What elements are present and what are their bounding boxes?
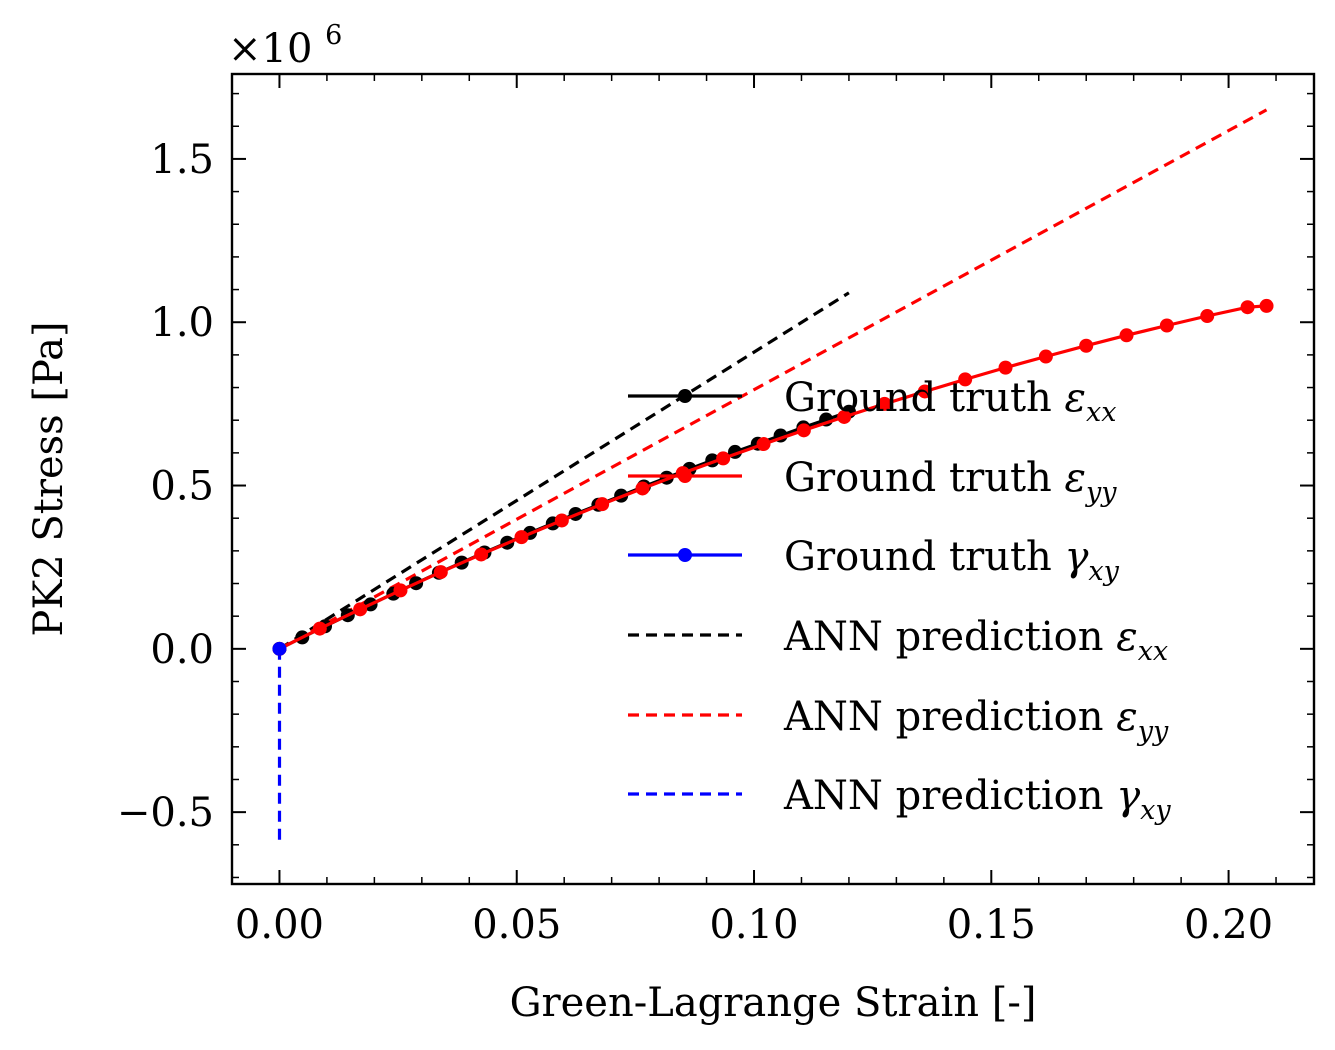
series-4 — [278, 108, 1268, 651]
data-point — [393, 583, 408, 598]
legend-label: ANN prediction γxy — [783, 773, 1171, 826]
legend-label-symbol: ε — [1065, 455, 1086, 501]
series-1 — [272, 298, 1274, 656]
legend-label: Ground truth εyy — [784, 455, 1117, 508]
data-point — [1079, 338, 1094, 353]
x-axis-label: Green-Lagrange Strain [-] — [510, 980, 1037, 1026]
legend-label-main: ANN prediction — [783, 773, 1116, 819]
legend-label: ANN prediction εxx — [783, 614, 1168, 667]
y-multiplier-label: ×10 6 — [228, 20, 342, 72]
x-tick-label: 0.10 — [709, 902, 798, 948]
legend-item: Ground truth εxx — [628, 375, 1116, 428]
legend-marker — [678, 389, 692, 403]
series-2 — [272, 641, 287, 656]
data-point — [312, 621, 327, 636]
legend-label-main: Ground truth — [784, 375, 1065, 421]
y-multiplier-exponent: 6 — [325, 20, 342, 51]
y-tick-label: 1.0 — [150, 300, 214, 346]
data-point — [917, 384, 932, 399]
data-point — [716, 451, 731, 466]
data-point — [1119, 328, 1134, 343]
data-point — [595, 497, 610, 512]
legend-label-symbol: ε — [1065, 375, 1086, 421]
y-tick-label: 0.0 — [150, 627, 214, 673]
legend-label: Ground truth εxx — [784, 375, 1116, 428]
legend-label-subscript: xy — [1088, 556, 1119, 587]
data-point — [474, 547, 489, 562]
legend-label-subscript: xy — [1140, 795, 1171, 826]
x-tick-label: 0.05 — [472, 902, 561, 948]
legend-label-subscript: xx — [1086, 397, 1116, 428]
plot-frame — [230, 72, 1316, 886]
data-point — [514, 530, 529, 545]
series-line — [278, 304, 1267, 651]
data-point — [635, 481, 650, 496]
legend-label-main: ANN prediction — [783, 614, 1116, 660]
legend-item: ANN prediction γxy — [628, 773, 1171, 826]
x-tick-label: 0.00 — [235, 902, 324, 948]
legend-item: ANN prediction εyy — [628, 694, 1169, 747]
data-point — [1240, 300, 1255, 315]
data-point — [998, 360, 1013, 375]
data-point — [353, 602, 368, 617]
series-3 — [278, 291, 850, 651]
legend-label-main: Ground truth — [784, 534, 1065, 580]
legend-label-subscript: xx — [1138, 636, 1168, 667]
data-point — [272, 641, 287, 656]
y-tick-label: 0.5 — [150, 464, 214, 510]
data-point — [756, 437, 771, 452]
legend-item: Ground truth γxy — [628, 534, 1120, 587]
legend-label-subscript: yy — [1085, 477, 1117, 508]
legend-label-symbol: ε — [1116, 614, 1137, 660]
y-multiplier-base: ×10 — [228, 26, 312, 72]
data-point — [837, 409, 852, 424]
data-point — [1259, 298, 1274, 313]
series-line-dashed — [278, 291, 850, 651]
x-tick-label: 0.15 — [947, 902, 1036, 948]
series-line-dashed — [278, 108, 1268, 651]
legend-label-subscript: yy — [1137, 716, 1169, 747]
legend-label: Ground truth γxy — [784, 534, 1120, 587]
legend-label-symbol: γ — [1116, 773, 1140, 819]
y-tick-label: −0.5 — [117, 790, 214, 836]
data-point — [796, 423, 811, 438]
data-point — [1038, 349, 1053, 364]
y-tick-label: 1.5 — [150, 137, 214, 183]
ticks-layer: 0.00 0.05 0.10 0.15 0.20 −0.5 0.0 0.5 1.0 1.5 — [117, 74, 1314, 948]
legend-label-symbol: ε — [1116, 694, 1137, 740]
series-layer — [272, 108, 1274, 845]
data-point — [433, 565, 448, 580]
data-point — [554, 513, 569, 528]
legend-marker — [678, 469, 692, 483]
data-point — [877, 396, 892, 411]
legend-label: ANN prediction εyy — [783, 694, 1169, 747]
x-tick-label: 0.20 — [1184, 902, 1273, 948]
legend-label-main: Ground truth — [784, 455, 1065, 501]
legend-item: ANN prediction εxx — [628, 614, 1168, 667]
y-axis-label: PK2 Stress [Pa] — [26, 321, 72, 636]
data-point — [1159, 318, 1174, 333]
data-point — [958, 372, 973, 387]
legend-label-symbol: γ — [1065, 534, 1089, 580]
legend-marker — [678, 548, 692, 562]
legend-label-main: ANN prediction — [783, 694, 1116, 740]
legend-item: Ground truth εyy — [628, 455, 1117, 508]
data-point — [1200, 309, 1215, 324]
